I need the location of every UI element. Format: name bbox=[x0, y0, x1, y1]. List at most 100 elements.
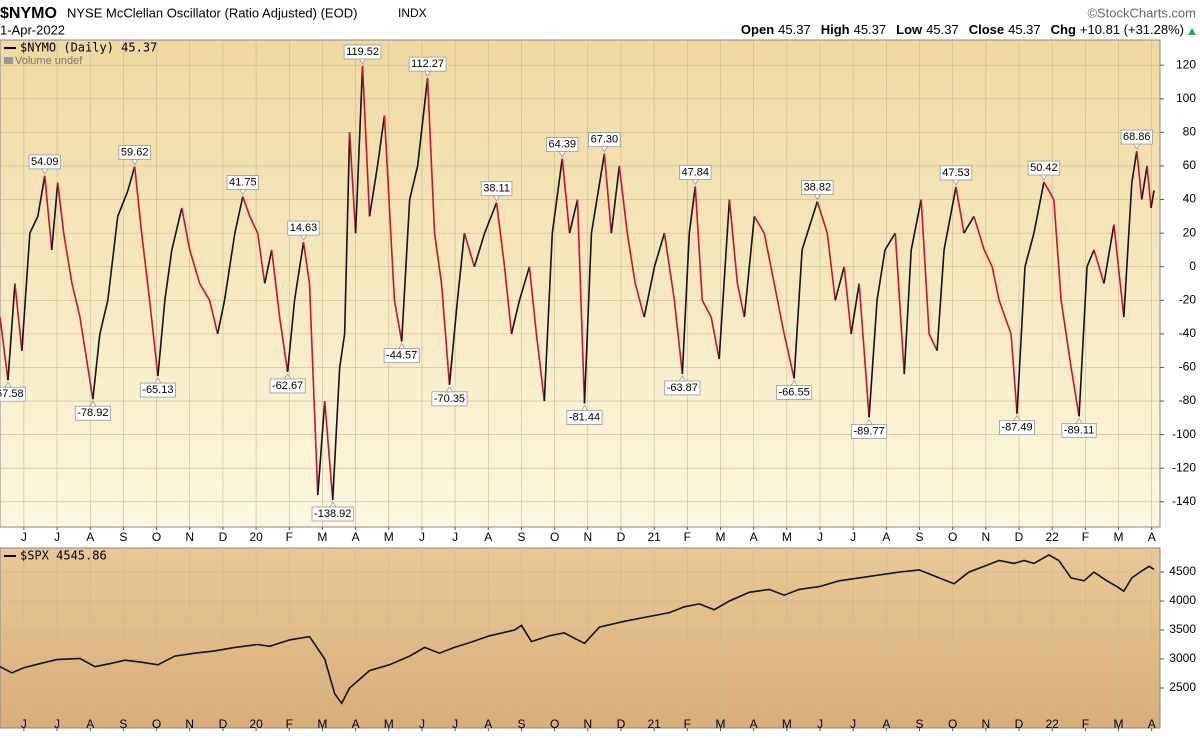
x-tick-label: F bbox=[684, 530, 691, 544]
x-tick-label: 20 bbox=[249, 530, 263, 544]
value-label-pointer bbox=[865, 418, 873, 425]
value-label: 68.86 bbox=[1120, 129, 1153, 150]
x-tick-label: N bbox=[583, 717, 592, 731]
x-tick-label: J bbox=[452, 717, 458, 731]
line-segment bbox=[991, 266, 1000, 301]
line-segment bbox=[561, 158, 571, 234]
value-label-text: 14.63 bbox=[290, 222, 318, 234]
line-segment bbox=[910, 199, 922, 251]
value-label: 41.75 bbox=[226, 175, 259, 196]
value-label-text: 41.75 bbox=[229, 177, 257, 189]
line-segment bbox=[56, 182, 65, 234]
x-tick-label: A bbox=[484, 530, 492, 544]
x-tick-label: D bbox=[1015, 530, 1024, 544]
line-segment bbox=[338, 333, 346, 368]
y-tick-label: -100 bbox=[1172, 427, 1196, 441]
line-segment bbox=[816, 201, 829, 234]
line-segment bbox=[634, 283, 645, 318]
line-segment bbox=[1086, 249, 1095, 268]
stat-label: Open bbox=[741, 22, 774, 37]
line-segment bbox=[1113, 224, 1125, 318]
value-label-text: 47.53 bbox=[942, 167, 970, 179]
legend-label: $NYMO (Daily) 45.37 bbox=[20, 41, 157, 55]
stat-value: 45.37 bbox=[1008, 22, 1041, 37]
value-label-pointer bbox=[558, 151, 566, 158]
value-label-text: 119.52 bbox=[346, 46, 379, 58]
line-segment bbox=[1033, 181, 1045, 234]
line-segment bbox=[50, 182, 59, 250]
value-label-text: -89.77 bbox=[853, 425, 884, 437]
x-tick-label: N bbox=[982, 717, 991, 731]
line-segment bbox=[590, 153, 606, 234]
stat-value: 45.37 bbox=[854, 22, 887, 37]
line-segment bbox=[826, 233, 837, 301]
x-tick-label: S bbox=[517, 717, 525, 731]
value-label-text: -62.67 bbox=[272, 380, 303, 392]
line-segment bbox=[903, 249, 913, 375]
x-tick-label: J bbox=[54, 717, 60, 731]
x-tick-label: M bbox=[782, 717, 792, 731]
x-tick-label: J bbox=[21, 717, 27, 731]
stat-label: High bbox=[821, 22, 850, 37]
y-tick-label: 60 bbox=[1183, 158, 1197, 172]
value-label-pointer bbox=[41, 168, 49, 175]
line-segment bbox=[1150, 190, 1155, 209]
line-segment bbox=[7, 283, 16, 381]
x-tick-label: A bbox=[86, 717, 94, 731]
line-segment bbox=[568, 199, 579, 234]
value-label-text: -63.87 bbox=[667, 382, 698, 394]
line-segment bbox=[688, 186, 697, 234]
line-segment bbox=[440, 283, 451, 385]
y-tick-label: 40 bbox=[1183, 192, 1197, 206]
y-tick-label: 3000 bbox=[1169, 651, 1196, 665]
line-segment bbox=[107, 216, 119, 301]
line-segment bbox=[302, 242, 311, 284]
line-segment bbox=[1123, 182, 1133, 318]
value-label-pointer bbox=[1013, 414, 1021, 422]
value-label: -89.11 bbox=[1061, 417, 1097, 438]
symbol: $NYMO bbox=[0, 5, 57, 22]
line-segment bbox=[208, 300, 219, 335]
y-tick-label: 2500 bbox=[1169, 680, 1196, 694]
line-segment bbox=[361, 65, 371, 217]
line-segment bbox=[29, 215, 39, 234]
value-label-text: 68.86 bbox=[1123, 131, 1151, 143]
date: 1-Apr-2022 bbox=[0, 22, 65, 37]
stat-value: +10.81 (+31.28%) bbox=[1080, 22, 1184, 37]
line-segment bbox=[535, 333, 546, 402]
stat-label: Chg bbox=[1051, 22, 1076, 37]
x-tick-label: M bbox=[1114, 530, 1124, 544]
value-label-text: 38.82 bbox=[804, 181, 832, 193]
line-segment bbox=[801, 201, 819, 251]
line-segment bbox=[343, 132, 351, 334]
line-segment bbox=[62, 232, 73, 284]
x-tick-label: A bbox=[352, 530, 360, 544]
line-segment bbox=[223, 232, 236, 301]
line-segment bbox=[270, 249, 281, 318]
line-segment bbox=[1024, 232, 1035, 267]
line-segment bbox=[858, 283, 870, 418]
x-tick-label: D bbox=[219, 717, 228, 731]
panel bbox=[0, 547, 1161, 729]
value-label: -62.67 bbox=[269, 373, 306, 394]
x-tick-label: D bbox=[1015, 717, 1024, 731]
line-segment bbox=[133, 166, 143, 234]
x-tick-label: J bbox=[850, 530, 856, 544]
y-tick-label: -80 bbox=[1179, 393, 1197, 407]
line-segment bbox=[626, 232, 637, 284]
line-segment bbox=[286, 300, 296, 373]
value-label-pointer bbox=[283, 373, 292, 380]
line-segment bbox=[694, 186, 704, 301]
x-tick-label: D bbox=[617, 530, 626, 544]
line-segment bbox=[1131, 150, 1138, 183]
value-label-pointer bbox=[329, 501, 337, 508]
line-segment bbox=[400, 199, 411, 342]
line-segment bbox=[148, 300, 159, 377]
line-segment bbox=[180, 207, 191, 251]
value-label: -65.13 bbox=[139, 377, 176, 398]
line-segment bbox=[323, 400, 334, 501]
line-segment bbox=[793, 249, 803, 379]
line-segment bbox=[416, 78, 429, 167]
line-segment bbox=[383, 115, 396, 301]
